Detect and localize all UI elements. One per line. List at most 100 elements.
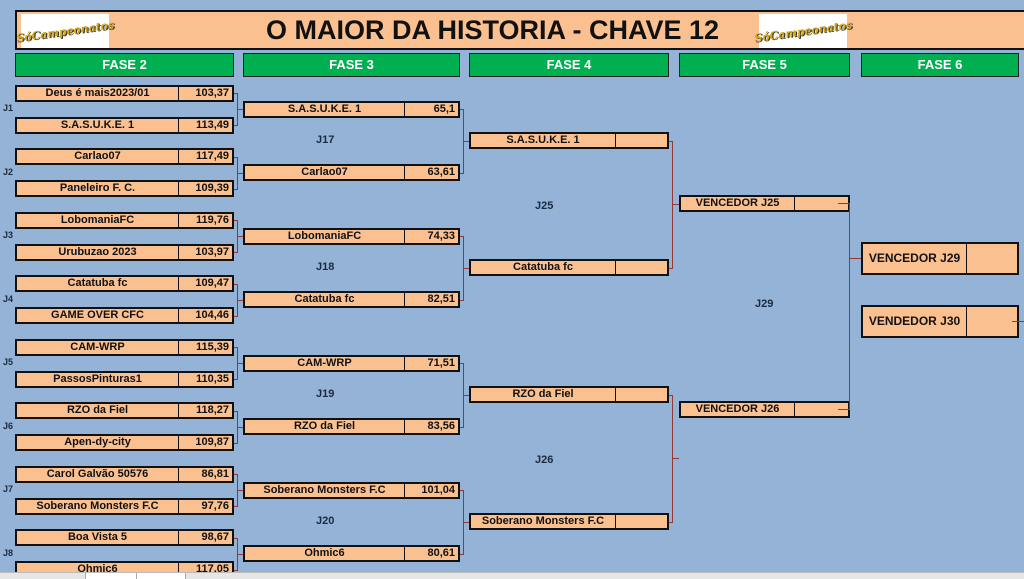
team-slot[interactable]: LobomaniaFC 119,76 [15,211,234,229]
bracket-connector [237,363,243,364]
team-slot[interactable]: Urubuzao 2023 103,97 [15,243,234,261]
team-name: VENCEDOR J29 [868,250,961,265]
bracket-connector [237,299,243,301]
team-name: LobomaniaFC [60,213,135,226]
team-slot[interactable]: VENCEDOR J29 [861,241,1019,275]
team-name: GAME OVER CFC [51,309,144,321]
bracket-connector [460,109,464,110]
bracket-connector [234,442,238,444]
bracket-connector [460,299,464,301]
team-name: Catatuba fc [67,277,128,289]
sheet-tab[interactable] [85,573,137,579]
team-slot[interactable]: Carol Galvão 50576 86,81 [15,465,234,483]
team-slot[interactable]: Catatuba fc 109,47 [15,275,234,292]
team-slot[interactable]: Boa Vista 5 98,67 [15,529,234,546]
phase-header-fase-5: FASE 5 [679,53,850,77]
team-slot[interactable]: Ohmic6 80,61 [243,545,460,562]
game-label: J1 [3,103,14,113]
team-slot[interactable]: VENDEDOR J30 [861,304,1019,338]
game-label: J6 [3,420,14,431]
bracket-connector [669,267,673,269]
bracket-connector [237,109,243,110]
team-slot[interactable]: VENCEDOR J25 [679,194,850,212]
team-slot[interactable]: CAM-WRP 115,39 [15,338,234,356]
bracket-connector [838,409,850,410]
bracket-connector [234,156,238,158]
bracket-connector [672,204,679,206]
team-slot[interactable]: Catatuba fc 82,51 [243,291,460,308]
bracket-connector [234,252,238,253]
bracket-connector [237,553,243,555]
team-slot[interactable]: GAME OVER CFC 104,46 [15,307,234,324]
team-slot[interactable]: Soberano Monsters F.C [469,513,669,531]
team-slot[interactable]: VENCEDOR J26 [679,400,850,418]
sheet-tab-active[interactable] [136,573,186,579]
bracket-connector [460,490,464,491]
bracket-connector [234,93,238,94]
game-label: J8 [3,547,14,558]
phase-header-fase-4: FASE 4 [469,53,669,77]
logo-left: SóCampeonatos [15,14,115,48]
team-slot[interactable]: Catatuba fc [469,259,669,277]
team-score: 109,87 [178,436,232,449]
team-score: 110,35 [178,372,232,386]
team-score: 119,76 [178,213,232,227]
logo-text: SóCampeonatos [753,17,853,45]
team-name: Carlao07 [301,166,348,178]
team-name: Paneleiro F. C. [59,182,136,194]
team-slot[interactable]: Soberano Monsters F.C 101,04 [243,481,460,499]
bracket-connector [234,315,238,317]
bracket-connector [838,203,850,204]
team-slot[interactable]: CAM-WRP 71,51 [243,354,460,372]
page-title: O MAIOR DA HISTORIA - CHAVE 12 [265,15,720,45]
team-slot[interactable]: RZO da Fiel [469,386,669,404]
team-slot[interactable]: Carlao07 117,49 [15,148,234,165]
bracket-connector [234,474,238,475]
game-label: J25 [535,200,554,213]
team-name: CAM-WRP [297,356,352,369]
team-score: 118,27 [178,404,232,417]
team-slot[interactable]: Carlao07 63,61 [243,164,460,181]
team-slot[interactable]: Apen-dy-city 109,87 [15,434,234,451]
bracket-connector [237,490,243,491]
team-slot[interactable]: S.A.S.U.K.E. 1 65,1 [243,100,460,118]
team-name: Apen-dy-city [64,436,131,448]
team-slot[interactable]: Deus é mais2023/01 103,37 [15,84,234,102]
game-label: J17 [316,133,335,146]
team-score: 117,49 [178,150,232,163]
bracket-connector [849,203,850,409]
team-name: S.A.S.U.K.E. 1 [506,134,580,147]
bracket-connector [463,394,469,396]
team-name: Ohmic6 [304,547,345,559]
bracket-connector [237,426,243,428]
team-name: Soberano Monsters F.C [36,499,159,512]
game-label: J29 [755,298,774,310]
team-slot[interactable]: S.A.S.U.K.E. 1 113,49 [15,116,234,134]
game-label: J26 [535,454,554,467]
bracket-connector [672,458,679,460]
team-slot[interactable]: RZO da Fiel 83,56 [243,418,460,435]
bracket-connector [234,283,238,285]
bracket-connector [669,140,673,142]
team-slot[interactable]: Soberano Monsters F.C 97,76 [15,497,234,515]
team-slot[interactable]: Paneleiro F. C. 109,39 [15,180,234,197]
team-slot[interactable]: RZO da Fiel 118,27 [15,402,234,419]
team-name: Soberano Monsters F.C [481,515,605,528]
team-score: 65,1 [404,102,458,116]
team-score: 104,46 [178,309,232,322]
team-name: Deus é mais2023/01 [45,86,150,99]
team-score: 86,81 [178,467,232,481]
team-name: VENCEDOR J25 [695,196,780,209]
sheet-tab-bar[interactable] [0,572,1024,579]
game-label: J4 [3,293,14,304]
team-score [615,261,667,275]
team-name: Carlao07 [74,150,121,162]
team-name: Carol Galvão 50576 [46,467,149,480]
team-slot[interactable]: S.A.S.U.K.E. 1 [469,132,669,150]
game-label: J5 [3,357,14,367]
team-slot[interactable]: LobomaniaFC 74,33 [243,227,460,245]
bracket-connector [234,125,238,126]
team-name: Boa Vista 5 [67,531,128,543]
team-name: CAM-WRP [70,340,125,353]
team-slot[interactable]: PassosPinturas1 110,35 [15,370,234,388]
